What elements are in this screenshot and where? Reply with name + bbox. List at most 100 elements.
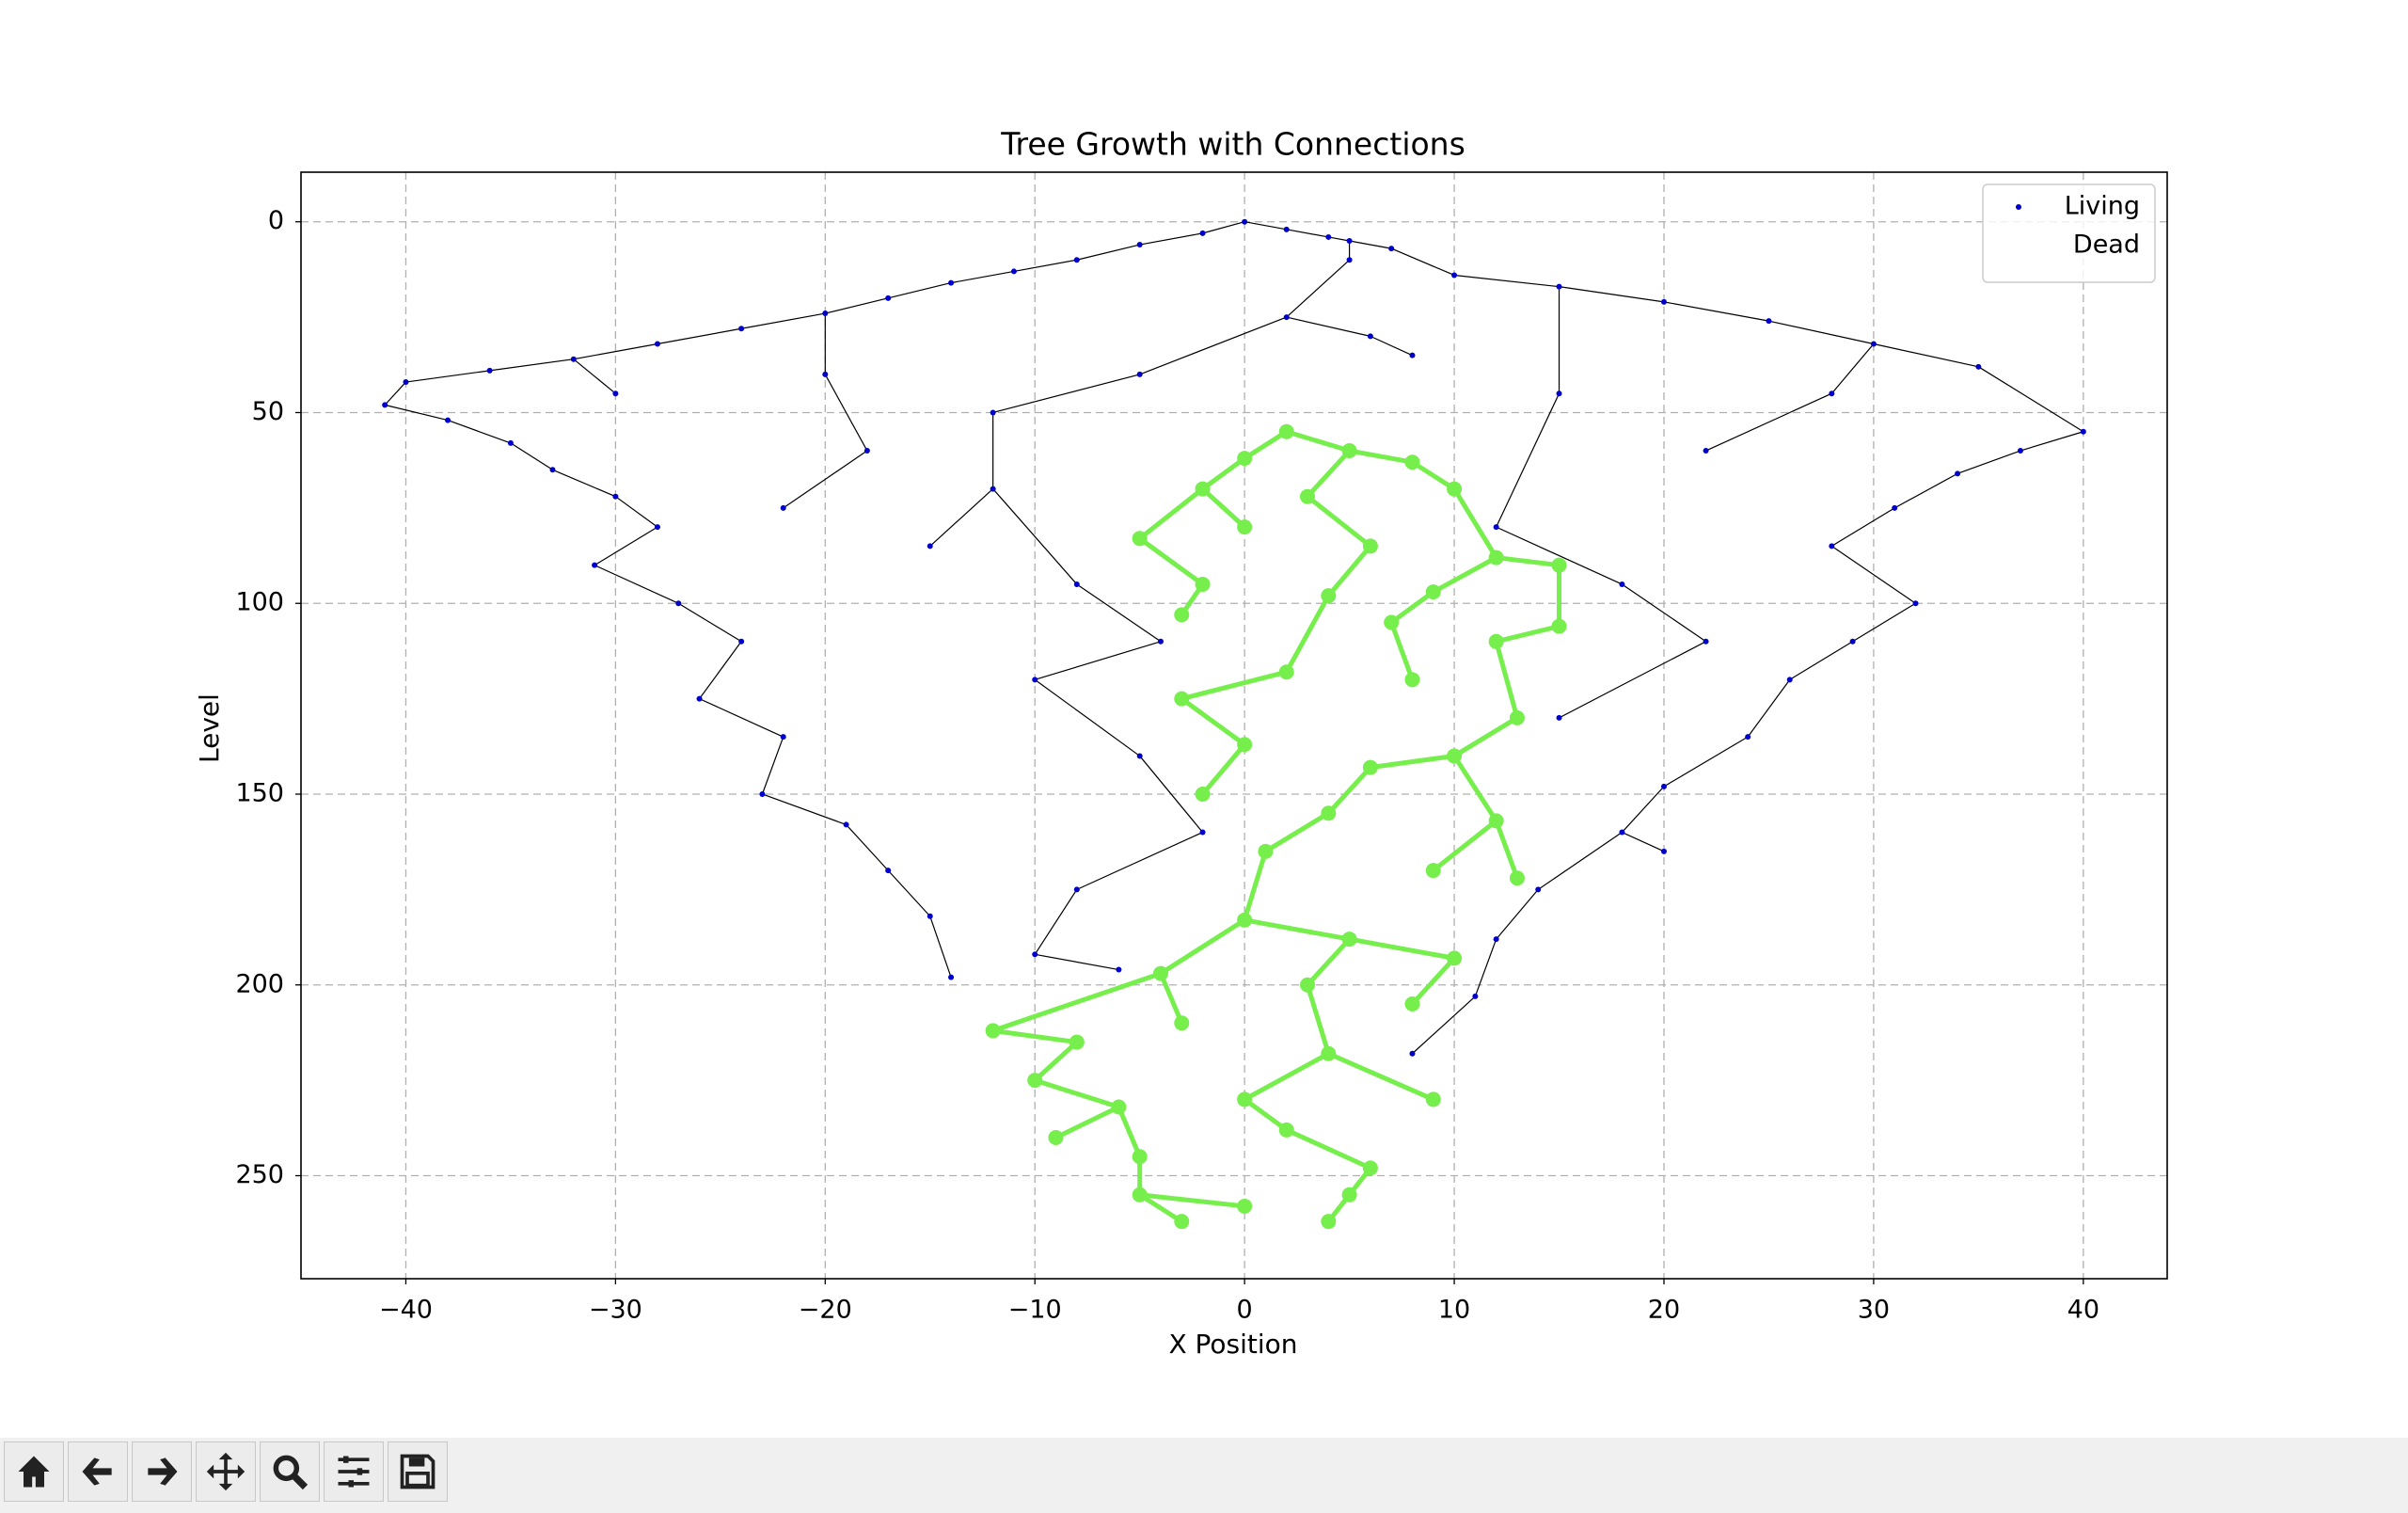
- connection: [1327, 1051, 1434, 1102]
- connection: [888, 282, 952, 299]
- connection: [1663, 736, 1749, 788]
- dead-point: [1237, 1198, 1253, 1214]
- dead-point: [1300, 977, 1316, 993]
- connection: [1621, 786, 1665, 833]
- connection: [1452, 715, 1519, 758]
- connection: [1138, 486, 1205, 541]
- home-button[interactable]: [4, 1441, 64, 1502]
- connection: [1559, 286, 1665, 303]
- point: [738, 638, 745, 645]
- point: [507, 439, 514, 446]
- dead-point: [1048, 1129, 1064, 1145]
- y-tick-label: 200: [235, 969, 284, 998]
- dead-point: [1509, 870, 1525, 886]
- point: [1073, 581, 1080, 587]
- dead-point: [1509, 709, 1525, 725]
- connection: [1244, 917, 1351, 942]
- point: [1849, 638, 1856, 645]
- dead-point: [1237, 912, 1253, 928]
- connection: [1076, 583, 1162, 643]
- dead-point: [1362, 759, 1378, 775]
- connection: [1242, 851, 1268, 921]
- connection: [1978, 366, 2084, 433]
- connection: [1076, 831, 1203, 890]
- dead-point: [1237, 451, 1253, 467]
- point: [822, 311, 829, 317]
- connection: [887, 869, 931, 917]
- toolbar: [0, 1438, 2408, 1513]
- point: [1242, 218, 1248, 225]
- point: [780, 734, 786, 741]
- connection: [1496, 555, 1560, 568]
- point: [1660, 783, 1667, 789]
- connection: [1496, 888, 1539, 940]
- point: [1975, 363, 1982, 370]
- connection: [1035, 641, 1162, 680]
- connection: [1201, 456, 1246, 491]
- point: [1451, 272, 1458, 279]
- connection: [1286, 259, 1351, 318]
- connection: [657, 327, 742, 345]
- point: [570, 356, 577, 362]
- connection: [1956, 450, 2021, 474]
- point: [654, 524, 660, 531]
- connection: [1243, 1051, 1330, 1102]
- legend-marker: [2016, 204, 2021, 210]
- dead-point: [1132, 1187, 1148, 1202]
- dead-point: [1027, 1073, 1043, 1089]
- point: [885, 868, 892, 874]
- connection: [1622, 831, 1665, 852]
- connection: [552, 469, 616, 498]
- dead-point: [1425, 863, 1441, 879]
- connection: [384, 381, 406, 406]
- connection: [1873, 342, 1979, 368]
- point: [738, 326, 745, 332]
- dead-point: [1132, 531, 1148, 547]
- point: [1493, 524, 1499, 531]
- configure-button[interactable]: [324, 1441, 384, 1502]
- connection: [1496, 526, 1623, 585]
- connection: [1139, 1192, 1245, 1209]
- point: [382, 402, 388, 408]
- connection: [1768, 320, 1875, 345]
- point: [1745, 734, 1751, 741]
- connection: [1326, 544, 1372, 597]
- pan-button[interactable]: [196, 1441, 256, 1502]
- dead-point: [1488, 633, 1504, 649]
- zoom-button[interactable]: [260, 1441, 320, 1502]
- connection: [1494, 820, 1520, 880]
- connection: [1076, 244, 1140, 261]
- connection: [1243, 429, 1289, 461]
- dead-point: [1447, 481, 1463, 497]
- legend-box: [1982, 183, 2156, 283]
- point: [1199, 230, 1206, 236]
- point: [1032, 677, 1038, 683]
- dead-point: [1258, 843, 1274, 859]
- point: [1409, 352, 1416, 358]
- connection: [1390, 247, 1455, 277]
- chart-title: Tree Growth with Connections: [1000, 126, 1465, 163]
- dead-point: [1384, 614, 1400, 630]
- connection: [1264, 811, 1330, 853]
- dead-point: [1551, 557, 1567, 573]
- dead-point: [1111, 1099, 1127, 1115]
- dead-point: [1195, 576, 1211, 592]
- connection: [1537, 832, 1623, 890]
- dead-point: [1152, 965, 1168, 981]
- connection: [489, 358, 574, 372]
- back-button[interactable]: [68, 1441, 128, 1502]
- forward-button[interactable]: [132, 1441, 192, 1502]
- connection: [846, 824, 889, 871]
- save-button[interactable]: [388, 1441, 448, 1502]
- dead-point: [1488, 549, 1504, 565]
- dead-point: [1404, 996, 1420, 1012]
- connection: [1200, 486, 1246, 529]
- connection: [1034, 1077, 1120, 1109]
- connection: [1831, 507, 1895, 547]
- connection: [1117, 1106, 1142, 1158]
- connection: [2020, 431, 2084, 452]
- point: [863, 448, 870, 454]
- point: [1136, 371, 1143, 377]
- point: [2080, 428, 2086, 435]
- connection: [1451, 755, 1498, 822]
